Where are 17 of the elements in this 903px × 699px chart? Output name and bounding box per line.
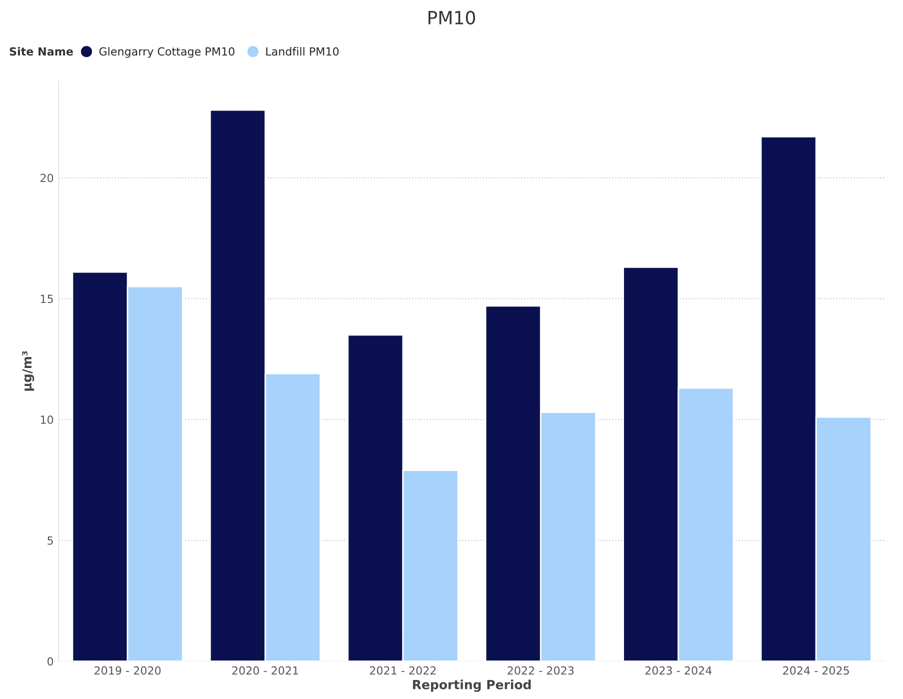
legend-label: Landfill PM10 (266, 47, 339, 56)
y-axis-title: µg/m³ (22, 351, 34, 391)
x-tick-label: 2023 - 2024 (645, 666, 712, 675)
y-tick-label: 0 (47, 657, 54, 666)
legend-title: Site Name (10, 47, 73, 56)
y-tick-label: 5 (48, 536, 53, 545)
x-tick-label: 2020 - 2021 (232, 666, 298, 675)
y-tick-label: 20 (40, 174, 54, 182)
x-tick-label: 2019 - 2020 (94, 666, 161, 675)
legend-label: Glengarry Cottage PM10 (99, 47, 234, 58)
y-tick-label: 10 (40, 415, 54, 424)
x-tick-label: 2024 - 2025 (783, 666, 849, 675)
x-axis-title: Reporting Period (413, 680, 531, 692)
chart-title: PM10 (428, 10, 476, 24)
x-tick-label: 2021 - 2022 (370, 666, 436, 675)
x-tick-label: 2022 - 2023 (508, 666, 574, 675)
y-tick-label: 15 (40, 294, 53, 304)
